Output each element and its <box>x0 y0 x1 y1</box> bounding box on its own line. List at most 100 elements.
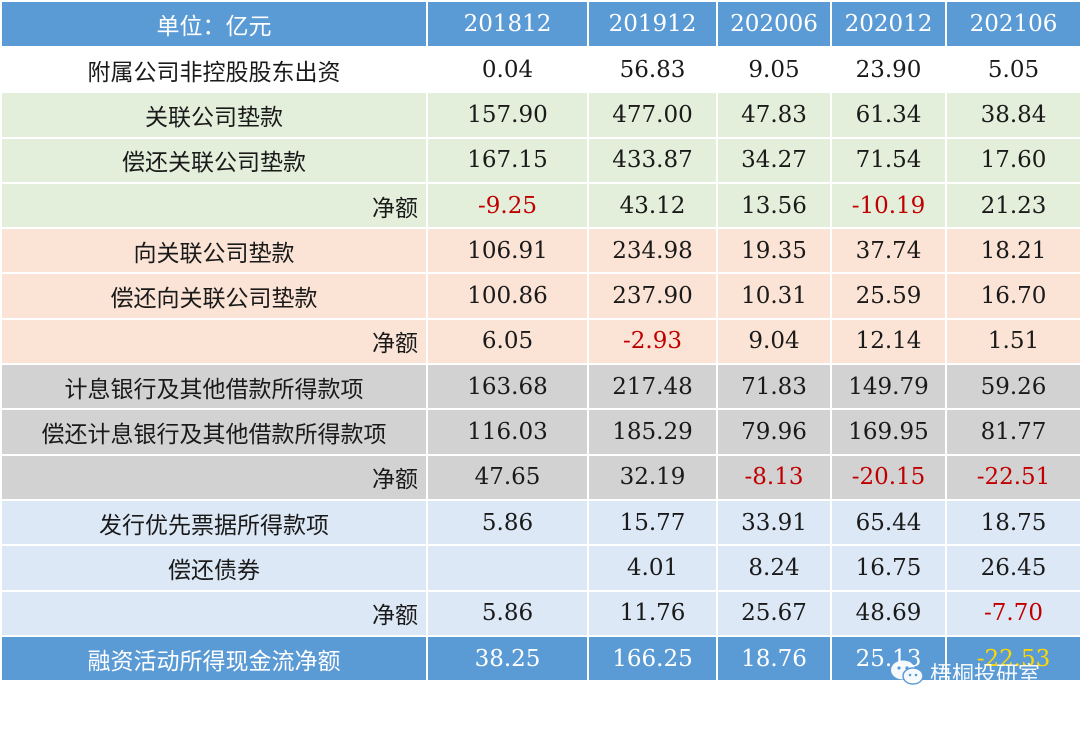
cell-value: 157.90 <box>426 91 589 139</box>
table-row: 偿还向关联公司垫款 100.86 237.90 10.31 25.59 16.7… <box>0 272 1080 320</box>
cell-value: 61.34 <box>830 91 947 139</box>
row-label: 计息银行及其他借款所得款项 <box>0 363 428 411</box>
cell-value: 23.90 <box>830 45 947 94</box>
period-header: 202106 <box>945 0 1080 48</box>
cell-value: 169.95 <box>830 408 947 456</box>
cell-value: 43.12 <box>587 181 718 230</box>
cell-value: 79.96 <box>716 408 832 456</box>
cell-value: 217.48 <box>587 363 718 411</box>
table-row: 偿还计息银行及其他借款所得款项 116.03 185.29 79.96 169.… <box>0 408 1080 456</box>
cell-value: 5.86 <box>426 589 589 637</box>
cell-value: 234.98 <box>587 227 718 275</box>
net-label: 净额 <box>0 453 428 501</box>
table-row: 偿还关联公司垫款 167.15 433.87 34.27 71.54 17.60 <box>0 136 1080 184</box>
cell-value: 34.27 <box>716 136 832 184</box>
cell-value: 18.75 <box>945 498 1080 547</box>
cell-value: 4.01 <box>587 544 718 592</box>
cell-value: 12.14 <box>830 317 947 366</box>
cell-value <box>426 544 589 592</box>
cell-value: 167.15 <box>426 136 589 184</box>
cell-value: 163.68 <box>426 363 589 411</box>
cell-value: 25.59 <box>830 272 947 320</box>
total-value: 38.25 <box>426 634 589 683</box>
cell-value: 10.31 <box>716 272 832 320</box>
net-label: 净额 <box>0 317 428 366</box>
total-value: 166.25 <box>587 634 718 683</box>
net-row: 净额 -9.25 43.12 13.56 -10.19 21.23 <box>0 181 1080 230</box>
row-label: 关联公司垫款 <box>0 91 428 139</box>
cell-value-negative: -2.93 <box>587 317 718 366</box>
cell-value: 19.35 <box>716 227 832 275</box>
row-label: 偿还向关联公司垫款 <box>0 272 428 320</box>
cell-value: 47.83 <box>716 91 832 139</box>
cell-value: 81.77 <box>945 408 1080 456</box>
cell-value-negative: -9.25 <box>426 181 589 230</box>
cell-value: 65.44 <box>830 498 947 547</box>
cell-value: 100.86 <box>426 272 589 320</box>
cell-value: 47.65 <box>426 453 589 501</box>
cell-value: 237.90 <box>587 272 718 320</box>
period-header: 201912 <box>587 0 718 48</box>
net-label: 净额 <box>0 181 428 230</box>
table-row: 发行优先票据所得款项 5.86 15.77 33.91 65.44 18.75 <box>0 498 1080 547</box>
cell-value: 32.19 <box>587 453 718 501</box>
header-row: 单位：亿元 201812 201912 202006 202012 202106 <box>0 0 1080 48</box>
cell-value: 21.23 <box>945 181 1080 230</box>
cell-value: 477.00 <box>587 91 718 139</box>
cell-value: 37.74 <box>830 227 947 275</box>
cell-value: 9.05 <box>716 45 832 94</box>
total-value: 18.76 <box>716 634 832 683</box>
row-label: 偿还计息银行及其他借款所得款项 <box>0 408 428 456</box>
cell-value: 16.75 <box>830 544 947 592</box>
cell-value: 33.91 <box>716 498 832 547</box>
cell-value: 5.05 <box>945 45 1080 94</box>
table-row: 向关联公司垫款 106.91 234.98 19.35 37.74 18.21 <box>0 227 1080 275</box>
cell-value-negative: -20.15 <box>830 453 947 501</box>
net-label: 净额 <box>0 589 428 637</box>
cell-value: 18.21 <box>945 227 1080 275</box>
cell-value: 48.69 <box>830 589 947 637</box>
cell-value: 26.45 <box>945 544 1080 592</box>
table-row: 附属公司非控股股东出资 0.04 56.83 9.05 23.90 5.05 <box>0 45 1080 94</box>
cell-value: 6.05 <box>426 317 589 366</box>
cell-value: 0.04 <box>426 45 589 94</box>
total-row: 融资活动所得现金流净额 38.25 166.25 18.76 25.13 -22… <box>0 634 1080 683</box>
cell-value: 11.76 <box>587 589 718 637</box>
total-value-negative: -22.53 <box>945 634 1080 683</box>
cell-value: 433.87 <box>587 136 718 184</box>
cell-value: 38.84 <box>945 91 1080 139</box>
cell-value: 5.86 <box>426 498 589 547</box>
cell-value: 8.24 <box>716 544 832 592</box>
cell-value: 25.67 <box>716 589 832 637</box>
row-label: 偿还债券 <box>0 544 428 592</box>
period-header: 202012 <box>830 0 947 48</box>
financing-cashflow-table: 单位：亿元 201812 201912 202006 202012 202106… <box>0 0 1080 683</box>
cell-value-negative: -10.19 <box>830 181 947 230</box>
cell-value: 15.77 <box>587 498 718 547</box>
watermark: 梧桐投研室 <box>890 657 1040 689</box>
row-label: 发行优先票据所得款项 <box>0 498 428 547</box>
cell-value: 13.56 <box>716 181 832 230</box>
cell-value-negative: -22.51 <box>945 453 1080 501</box>
cell-value-negative: -7.70 <box>945 589 1080 637</box>
net-row: 净额 6.05 -2.93 9.04 12.14 1.51 <box>0 317 1080 366</box>
unit-label: 单位：亿元 <box>0 0 428 48</box>
cell-value: 16.70 <box>945 272 1080 320</box>
net-row: 净额 5.86 11.76 25.67 48.69 -7.70 <box>0 589 1080 637</box>
row-label: 附属公司非控股股东出资 <box>0 45 428 94</box>
watermark-text: 梧桐投研室 <box>929 663 1040 688</box>
net-row: 净额 47.65 32.19 -8.13 -20.15 -22.51 <box>0 453 1080 501</box>
total-value: 25.13 <box>830 634 947 683</box>
cell-value: 185.29 <box>587 408 718 456</box>
cell-value: 106.91 <box>426 227 589 275</box>
cell-value: 149.79 <box>830 363 947 411</box>
period-header: 202006 <box>716 0 832 48</box>
row-label: 向关联公司垫款 <box>0 227 428 275</box>
table-row: 关联公司垫款 157.90 477.00 47.83 61.34 38.84 <box>0 91 1080 139</box>
wechat-icon <box>890 659 924 687</box>
table-row: 偿还债券 4.01 8.24 16.75 26.45 <box>0 544 1080 592</box>
cell-value: 71.83 <box>716 363 832 411</box>
cell-value: 56.83 <box>587 45 718 94</box>
row-label: 偿还关联公司垫款 <box>0 136 428 184</box>
